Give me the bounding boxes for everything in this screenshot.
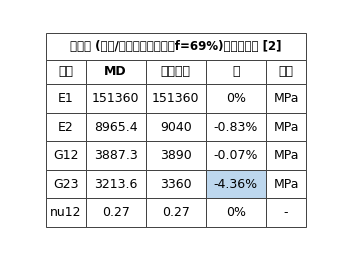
Bar	[146, 84, 206, 113]
Text: -4.36%: -4.36%	[214, 178, 258, 190]
Text: 3213.6: 3213.6	[94, 178, 137, 190]
Bar	[146, 198, 206, 227]
Text: 0%: 0%	[226, 206, 246, 219]
Text: G23: G23	[53, 178, 78, 190]
Bar	[146, 141, 206, 170]
Bar	[86, 60, 146, 84]
Text: MPa: MPa	[273, 121, 299, 134]
Text: 3890: 3890	[160, 149, 192, 162]
Bar	[46, 84, 86, 113]
Text: 0%: 0%	[226, 92, 246, 105]
Text: MPa: MPa	[273, 149, 299, 162]
Bar	[206, 141, 266, 170]
Bar	[206, 113, 266, 141]
Text: 0.27: 0.27	[102, 206, 130, 219]
Text: -0.83%: -0.83%	[214, 121, 258, 134]
Bar	[146, 113, 206, 141]
Bar	[46, 33, 306, 60]
Bar	[206, 60, 266, 84]
Bar	[86, 198, 146, 227]
Bar	[206, 84, 266, 113]
Text: 差: 差	[232, 65, 240, 78]
Bar	[266, 60, 306, 84]
Text: 8965.4: 8965.4	[94, 121, 138, 134]
Text: -: -	[284, 206, 288, 219]
Bar	[46, 113, 86, 141]
Bar	[86, 113, 146, 141]
Bar	[46, 198, 86, 227]
Text: 9040: 9040	[160, 121, 192, 134]
Text: 0.27: 0.27	[162, 206, 190, 219]
Text: G12: G12	[53, 149, 78, 162]
Text: MPa: MPa	[273, 92, 299, 105]
Text: 3887.3: 3887.3	[94, 149, 138, 162]
Text: MD: MD	[104, 65, 127, 78]
Text: 151360: 151360	[92, 92, 139, 105]
Bar	[86, 84, 146, 113]
Text: 3360: 3360	[160, 178, 192, 190]
Bar	[266, 84, 306, 113]
Bar	[206, 198, 266, 227]
Text: 参考文献: 参考文献	[161, 65, 191, 78]
Bar	[146, 170, 206, 198]
Text: 特性: 特性	[58, 65, 73, 78]
Bar	[46, 141, 86, 170]
Bar	[266, 141, 306, 170]
Bar	[266, 170, 306, 198]
Bar	[46, 170, 86, 198]
Bar	[46, 60, 86, 84]
Bar	[86, 141, 146, 170]
Bar	[266, 113, 306, 141]
Bar	[86, 170, 146, 198]
Text: MPa: MPa	[273, 178, 299, 190]
Text: nu12: nu12	[50, 206, 81, 219]
Text: -0.07%: -0.07%	[214, 149, 258, 162]
Text: 単位: 単位	[279, 65, 294, 78]
Text: E1: E1	[58, 92, 73, 105]
Bar	[146, 60, 206, 84]
Text: E2: E2	[58, 121, 73, 134]
Bar	[206, 170, 266, 198]
Bar	[266, 198, 306, 227]
Text: ヤーン (炭素/ビニルエステル、f=69%)、参考文献 [2]: ヤーン (炭素/ビニルエステル、f=69%)、参考文献 [2]	[70, 40, 282, 53]
Text: 151360: 151360	[152, 92, 200, 105]
